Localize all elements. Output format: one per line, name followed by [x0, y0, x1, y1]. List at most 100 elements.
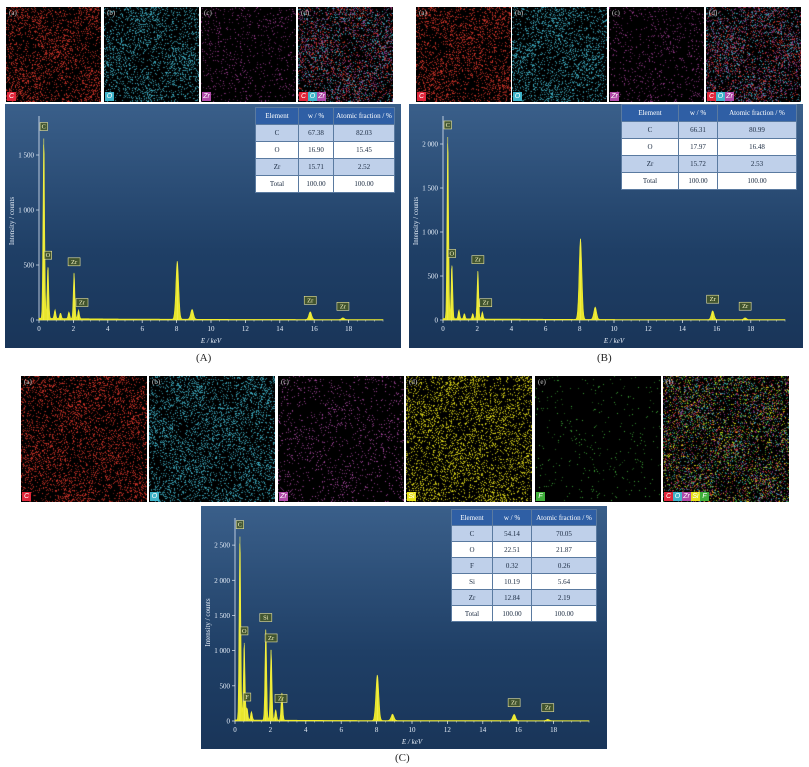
table-cell: 16.90 — [298, 141, 334, 159]
peak-label-box — [39, 122, 48, 131]
y-tick-label: 1 500 — [422, 185, 438, 193]
table-cell: F — [451, 557, 493, 574]
y-tick-label: 500 — [220, 682, 231, 690]
peak-label-box — [67, 257, 81, 267]
panel-label-c: (C) — [395, 752, 410, 764]
x-tick-label: 6 — [140, 325, 144, 333]
element-map-canvas — [149, 376, 275, 502]
table-cell: C — [451, 525, 493, 542]
peak-label: Zr — [278, 695, 285, 702]
map-caption: (d) — [409, 378, 418, 386]
y-axis-label: Intensity / counts — [412, 197, 420, 245]
x-tick-label: 0 — [37, 325, 41, 333]
map-caption: (c) — [204, 9, 212, 17]
x-tick-label: 0 — [441, 325, 445, 333]
table-row: Total 100.00 100.00 — [255, 175, 395, 193]
peak-label: Zr — [79, 300, 86, 307]
table-cell: 12.84 — [492, 589, 532, 606]
map-caption: (c) — [281, 378, 289, 386]
spectrum-series — [442, 143, 786, 321]
map-element-tags: C — [22, 492, 31, 501]
x-axis-label: E / keV — [603, 337, 625, 345]
table-header: Atomic fraction / % — [531, 509, 597, 526]
map-c-4: (e) F — [535, 376, 661, 502]
peak-label: Zr — [340, 303, 347, 310]
map-c-2: (c) Zr — [278, 376, 404, 502]
table-cell: 54.14 — [492, 525, 532, 542]
table-cell: 15.71 — [298, 158, 334, 176]
map-element-tags: C O Zr Si F — [664, 492, 709, 501]
table-header: Element — [255, 107, 299, 125]
x-tick-label: 16 — [311, 325, 319, 333]
table-cell: 21.87 — [531, 541, 597, 558]
map-caption: (d) — [709, 9, 718, 17]
map-element-tags: C — [417, 92, 426, 101]
element-tag-o: O — [716, 92, 725, 101]
spectrum-series — [38, 144, 384, 321]
x-tick-label: 8 — [375, 726, 379, 734]
x-tick-label: 14 — [479, 726, 487, 734]
table-row: F 0.32 0.26 — [451, 557, 597, 574]
peak-label: O — [46, 252, 51, 259]
y-tick-label: 2 000 — [422, 141, 438, 149]
map-caption: (b) — [107, 9, 116, 17]
map-element-tags: Zr — [202, 92, 211, 101]
table-header: Atomic fraction / % — [717, 104, 797, 122]
table-cell: Zr — [621, 155, 679, 173]
spectrum-series — [234, 543, 590, 722]
element-map-canvas — [406, 376, 532, 502]
element-tag-zr: Zr — [317, 92, 326, 101]
table-cell: 15.72 — [678, 155, 718, 173]
peak-label-box — [738, 301, 752, 311]
peak-label: Zr — [268, 635, 275, 642]
peak-label-box — [706, 294, 719, 304]
table-header: Atomic fraction / % — [333, 107, 395, 125]
table-row: O 17.97 16.48 — [621, 138, 797, 156]
element-tag-zr: Zr — [202, 92, 211, 101]
table-row: C 66.31 80.99 — [621, 121, 797, 139]
peak-label-box — [303, 296, 317, 305]
table-cell: C — [255, 124, 299, 142]
table-cell: 10.19 — [492, 573, 532, 590]
element-map-canvas — [278, 376, 404, 502]
map-caption: (b) — [152, 378, 161, 386]
element-map-canvas — [6, 7, 101, 102]
table-cell: 2.19 — [531, 589, 597, 606]
table-cell: Total — [255, 175, 299, 193]
x-tick-label: 2 — [269, 726, 273, 734]
table-cell: Total — [451, 605, 493, 622]
y-tick-label: 500 — [24, 262, 35, 270]
y-tick-label: 1 000 — [422, 229, 438, 237]
composition-table: Element w / % Atomic fraction / % C 54.14 70.… — [451, 509, 597, 622]
peak-label-box — [471, 255, 485, 264]
element-tag-zr: Zr — [610, 92, 619, 101]
map-caption: (a) — [419, 9, 427, 17]
x-tick-label: 16 — [713, 325, 721, 333]
x-tick-label: 10 — [208, 325, 216, 333]
map-a-2: (c) Zr — [201, 7, 296, 102]
table-cell: 66.31 — [678, 121, 718, 139]
map-c-0: (a) C — [21, 376, 147, 502]
y-tick-label: 500 — [428, 273, 439, 281]
map-element-tags: C O Zr — [707, 92, 734, 101]
y-tick-label: 0 — [227, 718, 231, 726]
x-tick-label: 10 — [409, 726, 417, 734]
spectrum-svg: 0 2 4 6 8 10 12 14 16 18 0 500 1 000 1 500 E / keV Inte… — [8, 116, 384, 345]
y-axis-label: Intensity / counts — [8, 197, 16, 245]
table-cell: O — [255, 141, 299, 159]
element-map-canvas — [298, 7, 393, 102]
peak-label: C — [42, 124, 46, 131]
map-element-tags: Zr — [610, 92, 619, 101]
element-map-canvas — [201, 7, 296, 102]
spectrum-a: 0 2 4 6 8 10 12 14 16 18 0 500 1 000 1 500 E / keV Inte… — [5, 104, 401, 348]
x-tick-label: 12 — [645, 325, 653, 333]
element-tag-o: O — [150, 492, 159, 501]
table-cell: Zr — [255, 158, 299, 176]
element-tag-zr: Zr — [279, 492, 288, 501]
map-b-0: (a) C — [416, 7, 511, 102]
table-header: Element — [451, 509, 493, 526]
table-cell: 70.05 — [531, 525, 597, 542]
y-tick-label: 1 500 — [214, 612, 230, 620]
table-row: O 22.51 21.87 — [451, 541, 597, 558]
table-cell: 100.00 — [678, 172, 718, 190]
